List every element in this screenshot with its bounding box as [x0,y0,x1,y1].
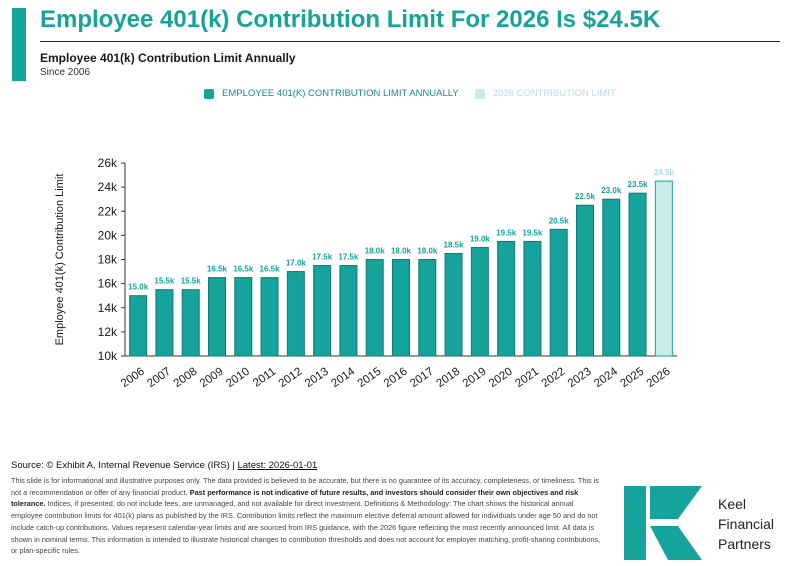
x-tick-label: 2017 [408,366,436,391]
bar-data-label: 15.5k [154,277,175,286]
logo-wordmark: Keel Financial Partners [718,494,774,554]
x-tick-label: 2024 [592,365,620,390]
chart-legend: EMPLOYEE 401(K) CONTRIBUTION LIMIT ANNUA… [204,88,616,99]
y-tick-label: 20k [98,228,118,242]
disclaimer-text-1: This slide is for informational and illu… [11,476,599,497]
latest-date-link[interactable]: Latest: 2026-01-01 [237,460,318,471]
title-accent-bar [12,8,26,81]
x-tick-label: 2006 [119,366,147,391]
bar-data-label: 16.5k [233,265,254,274]
logo-line-2: Financial [718,516,775,532]
logo-line-3: Partners [718,536,771,552]
x-tick-label: 2015 [356,366,384,391]
y-tick-label: 26k [98,156,118,170]
bar [155,289,174,357]
x-tick-label: 2008 [172,366,200,391]
x-tick-label: 2019 [461,366,489,391]
bar [602,198,621,357]
legend-swatch-annual [204,88,214,99]
x-tick-label: 2007 [145,366,173,391]
bar-data-label: 17.5k [338,253,359,262]
chart-since-note: Since 2006 [40,67,91,78]
disclaimer-bold: Past performance is not indicative of fu… [11,487,579,509]
x-tick-label: 2026 [645,366,673,391]
y-tick-label: 12k [98,325,118,339]
company-logo: Keel Financial Partners [618,486,796,560]
y-tick-label: 14k [98,301,118,315]
bar-data-label: 15.5k [181,277,202,286]
page-title: Employee 401(k) Contribution Limit For 2… [40,6,661,33]
bar-data-label: 17.0k [286,259,307,268]
legend-swatch-2026 [474,88,485,99]
bar [313,265,332,357]
x-tick-label: 2014 [329,365,357,390]
bar-data-label: 16.5k [260,265,281,274]
bar [418,259,437,357]
bar [497,240,516,357]
x-tick-label: 2018 [434,366,462,391]
bar-data-label: 18.0k [417,247,438,256]
bar [234,277,253,357]
x-tick-label: 2021 [513,366,541,391]
x-tick-label: 2012 [277,366,305,391]
bar [470,246,489,357]
source-text: Source: © Exhibit A, Internal Revenue Se… [11,460,238,471]
x-tick-label: 2020 [487,366,515,391]
x-tick-label: 2016 [382,366,410,391]
disclaimer-text-2: Indices, if presented, do not include fe… [11,499,601,556]
bar [523,240,542,357]
y-tick-label: 10k [98,349,118,363]
bar [628,192,647,357]
y-tick-label: 24k [98,180,118,194]
x-tick-label: 2023 [566,366,594,391]
disclaimer: This slide is for informational and illu… [11,475,603,557]
bar [286,271,305,357]
y-axis-label: Employee 401(k) Contribution Limit [54,174,66,346]
bar [549,228,568,357]
x-tick-label: 2010 [224,366,252,391]
bar [392,259,410,357]
bar-2026-highlight [654,180,673,357]
bar-data-label: 17.5k [312,253,333,262]
bar-data-label: 19.5k [496,228,517,237]
bar [365,259,384,357]
bar [444,252,463,357]
legend-label-2026: 2026 CONTRIBUTION LIMIT [492,88,616,99]
keel-k-mark-icon [624,486,702,560]
bar-data-label: 18.0k [365,247,386,256]
bar-data-label: 19.5k [522,228,543,237]
x-tick-label: 2025 [618,366,646,391]
x-tick-label: 2013 [303,366,331,391]
y-tick-label: 16k [98,277,118,291]
x-tick-label: 2009 [198,366,226,391]
bar [576,204,594,357]
bar [260,277,279,357]
bar-data-label: 24.5k [654,168,675,177]
legend-item-annual: EMPLOYEE 401(K) CONTRIBUTION LIMIT ANNUA… [204,88,459,99]
x-tick-label: 2011 [251,366,278,390]
bar-data-label: 23.5k [628,180,649,189]
source-line: Source: © Exhibit A, Internal Revenue Se… [11,460,317,471]
bar-data-label: 19.0k [470,234,491,243]
logo-line-1: Keel [718,496,747,512]
bar-data-label: 18.5k [444,240,465,249]
bar-data-label: 20.5k [549,216,570,225]
bar-data-label: 18.0k [391,247,412,256]
bar-data-label: 23.0k [601,186,622,195]
bar-chart: Employee 401(k) Contribution Limit 10k 12k… [54,156,677,391]
bar [208,277,226,357]
bar [181,289,200,357]
bar-data-label: 22.5k [575,192,596,201]
bar-data-label: 16.5k [207,265,228,274]
legend-label-annual: EMPLOYEE 401(K) CONTRIBUTION LIMIT ANNUA… [222,88,459,99]
bar [339,265,358,357]
legend-item-2026: 2026 CONTRIBUTION LIMIT [474,88,616,99]
chart-subtitle: Employee 401(k) Contribution Limit Annua… [40,51,296,65]
bar [129,295,148,357]
bar-data-label: 15.0k [128,283,149,292]
y-tick-label: 22k [98,204,118,218]
y-tick-label: 18k [98,253,118,267]
title-divider [40,41,780,42]
x-tick-label: 2022 [540,366,568,391]
